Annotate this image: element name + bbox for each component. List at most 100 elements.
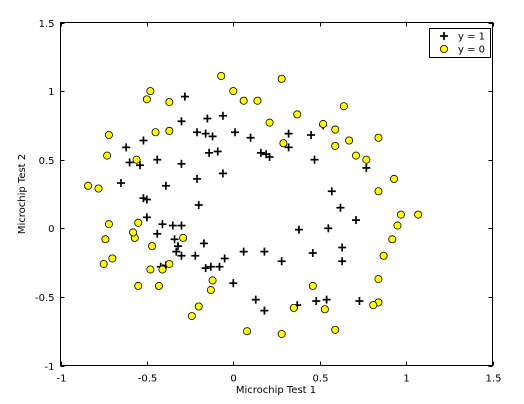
data-point-negative [374, 187, 383, 196]
data-point-positive [168, 221, 177, 230]
data-point-positive [362, 163, 371, 172]
data-point-positive [260, 306, 269, 315]
legend-box [429, 28, 491, 58]
y-axis-label: Microchip Test 2 [17, 154, 28, 234]
data-point-negative [146, 265, 155, 274]
data-point-negative [414, 210, 423, 219]
axis-ticks [60, 22, 494, 367]
data-point-negative [229, 87, 238, 96]
data-point-positive [177, 159, 186, 168]
data-point-negative [277, 74, 286, 83]
series-1 [84, 72, 423, 338]
x-tick-label: 1 [403, 374, 409, 385]
data-point-negative [396, 210, 405, 219]
data-point-positive [215, 262, 224, 271]
data-point-negative [206, 286, 215, 295]
data-point-positive [265, 152, 274, 161]
data-point-negative [104, 220, 113, 229]
data-point-negative [351, 151, 360, 160]
data-point-negative [331, 325, 340, 334]
data-point-negative [362, 155, 371, 164]
data-point-negative [179, 233, 188, 242]
data-point-negative [158, 265, 167, 274]
data-point-positive [327, 187, 336, 196]
y-tick-label: -1 [45, 362, 55, 373]
data-point-negative [374, 275, 383, 284]
data-point-positive [338, 243, 347, 252]
data-point-negative [154, 281, 163, 290]
data-point-positive [336, 203, 345, 212]
data-point-negative [151, 128, 160, 137]
data-point-negative [239, 96, 248, 105]
data-point-positive [218, 169, 227, 178]
data-point-negative [345, 136, 354, 145]
data-point-positive [193, 174, 202, 183]
data-point-negative [148, 242, 157, 251]
x-tick-label: 1.5 [486, 374, 502, 385]
data-point-negative [146, 87, 155, 96]
legend-marker-y0-icon [439, 45, 448, 54]
data-point-positive [218, 111, 227, 120]
data-point-negative [293, 110, 302, 119]
data-point-positive [355, 297, 364, 306]
data-point-negative [132, 155, 141, 164]
data-point-negative [339, 102, 348, 111]
data-point-positive [153, 155, 162, 164]
data-point-negative [194, 302, 203, 311]
data-point-positive [294, 225, 303, 234]
data-point-positive [260, 247, 269, 256]
data-point-negative [277, 329, 286, 338]
data-point-positive [170, 235, 179, 244]
data-point-positive [180, 92, 189, 101]
data-point-positive [191, 251, 200, 260]
legend-label-y0: y = 0 [458, 45, 485, 56]
data-point-negative [217, 72, 226, 81]
data-point-negative [243, 327, 252, 336]
data-point-negative [208, 276, 217, 285]
legend-marker-y1-icon [440, 32, 448, 40]
data-point-negative [265, 118, 274, 127]
y-tick-label: 1 [48, 87, 54, 98]
data-point-negative [165, 126, 174, 135]
data-point-negative [379, 251, 388, 260]
scatter-points [84, 72, 423, 338]
data-point-negative [103, 151, 112, 160]
data-point-positive [277, 257, 286, 266]
data-point-negative [374, 133, 383, 142]
data-point-positive [201, 129, 210, 138]
data-point-positive [158, 220, 167, 229]
data-point-negative [187, 312, 196, 321]
data-point-negative [134, 281, 143, 290]
y-tick-label: 1.5 [39, 19, 55, 30]
data-point-positive [135, 161, 144, 170]
data-point-negative [129, 228, 138, 237]
y-tick-label: -0.5 [35, 293, 55, 304]
data-point-positive [177, 221, 186, 230]
data-point-negative [165, 259, 174, 268]
data-point-positive [251, 295, 260, 304]
data-point-negative [134, 218, 143, 227]
data-point-positive [284, 143, 293, 152]
data-point-positive [208, 132, 217, 141]
data-point-positive [177, 117, 186, 126]
data-point-positive [205, 148, 214, 157]
data-point-positive [203, 114, 212, 123]
data-point-negative [84, 181, 93, 190]
data-point-positive [139, 194, 148, 203]
data-point-positive [199, 239, 208, 248]
data-point-negative [388, 235, 397, 244]
data-point-positive [122, 143, 131, 152]
data-point-positive [194, 200, 203, 209]
plot-area [60, 22, 493, 366]
data-point-positive [284, 129, 293, 138]
data-point-negative [393, 221, 402, 230]
legend-label-y1: y = 1 [458, 32, 485, 43]
data-point-negative [94, 184, 103, 193]
data-point-positive [172, 247, 181, 256]
data-point-negative [253, 96, 262, 105]
data-point-positive [310, 155, 319, 164]
series-0 [116, 92, 371, 315]
data-point-negative [320, 305, 329, 314]
data-point-positive [256, 148, 265, 157]
